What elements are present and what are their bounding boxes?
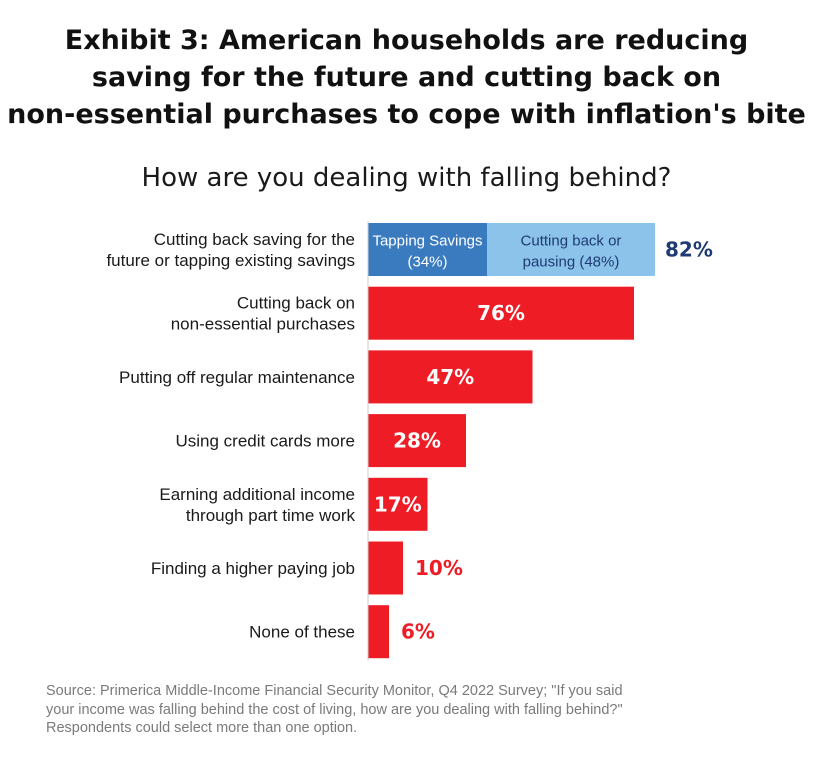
bar — [368, 541, 403, 595]
category-label: Putting off regular maintenance — [119, 368, 355, 387]
footnote-line-3: Respondents could select more than one o… — [46, 720, 358, 736]
bar — [368, 286, 634, 340]
category-label: through part time work — [186, 506, 356, 525]
value-label: 82% — [665, 238, 713, 262]
segment-label: Cutting back or — [521, 233, 622, 250]
category-label: Finding a higher paying job — [151, 559, 355, 578]
chart-title: Exhibit 3: American households are reduc… — [0, 22, 813, 133]
source-footnote: Source: Primerica Middle-Income Financia… — [46, 682, 746, 738]
segment-label: Tapping Savings — [372, 233, 482, 250]
value-label: 6% — [401, 620, 435, 644]
category-label: Earning additional income — [159, 485, 355, 504]
bar — [368, 605, 389, 659]
segment-label: pausing (48%) — [523, 254, 620, 271]
value-label: 17% — [374, 492, 422, 516]
segment-label: (34%) — [407, 254, 447, 271]
chart-title-line-3: non-essential purchases to cope with inf… — [7, 99, 806, 130]
category-label: None of these — [249, 623, 355, 642]
category-label: Using credit cards more — [175, 432, 355, 451]
chart-title-line-1: Exhibit 3: American households are reduc… — [64, 25, 749, 56]
bar-segment-tapping-savings — [368, 223, 487, 276]
bar — [368, 477, 428, 531]
bar — [368, 414, 466, 468]
chart-title-line-2: saving for the future and cutting back o… — [91, 62, 722, 93]
chart-subtitle: How are you dealing with falling behind? — [141, 163, 672, 193]
value-label: 47% — [426, 365, 474, 389]
category-label: Cutting back saving for the — [154, 230, 355, 249]
category-label: non-essential purchases — [171, 315, 355, 334]
category-label: Cutting back on — [237, 294, 355, 313]
value-label: 10% — [415, 556, 463, 580]
bar-segment-cutting-back — [487, 223, 655, 276]
value-label: 28% — [393, 429, 441, 453]
category-label: future or tapping existing savings — [106, 251, 355, 270]
bar — [368, 350, 533, 404]
value-label: 76% — [477, 301, 525, 325]
footnote-line-2: your income was falling behind the cost … — [46, 701, 623, 718]
footnote-line-1: Source: Primerica Middle-Income Financia… — [46, 683, 623, 699]
